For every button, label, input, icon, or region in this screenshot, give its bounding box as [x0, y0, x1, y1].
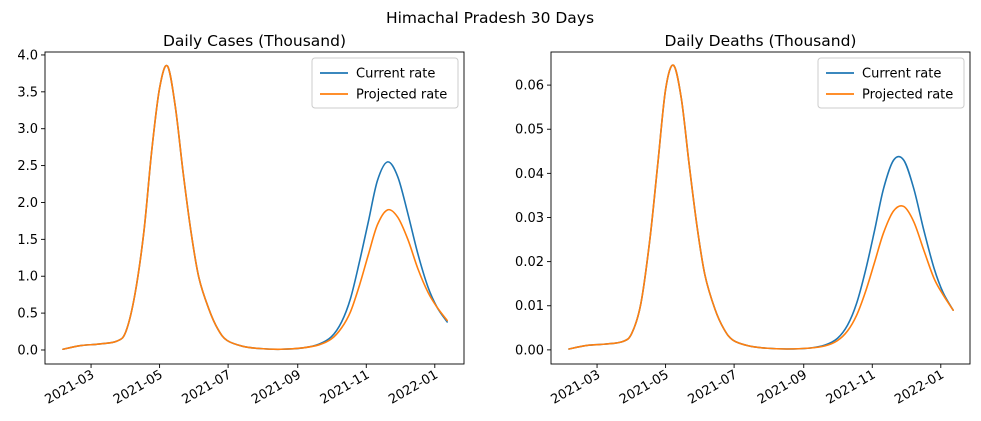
cases-y-tick-label: 0.5 [17, 307, 38, 322]
deaths-y-tick-label: 0.00 [515, 343, 544, 358]
cases-legend-label-current: Current rate [356, 67, 435, 82]
cases-y-tick-label: 3.5 [17, 85, 38, 100]
deaths-series-projected-rate-line [568, 64, 954, 350]
cases-y-tick-label: 2.5 [17, 159, 38, 174]
cases-y-tick-label: 3.0 [17, 122, 38, 137]
deaths-legend-label-projected: Projected rate [862, 88, 953, 103]
deaths-y-tick-label: 0.03 [515, 211, 544, 226]
cases-axes-frame [44, 51, 465, 365]
cases-legend-label-projected: Projected rate [356, 88, 447, 103]
cases-legend-box [311, 57, 459, 109]
cases-series-projected-rate-line [62, 64, 448, 351]
cases-y-tick-label: 1.0 [17, 270, 38, 285]
deaths-legend-box [817, 57, 965, 109]
cases-y-tick-label: 4.0 [17, 48, 38, 63]
cases-y-tick-label: 0.0 [17, 343, 38, 358]
deaths-legend: Current rate Projected rate [817, 57, 965, 109]
deaths-axes-frame [550, 51, 971, 365]
deaths-chart-title: Daily Deaths (Thousand) [665, 32, 857, 50]
figure-suptitle: Himachal Pradesh 30 Days [386, 9, 594, 27]
cases-y-tick-label: 2.0 [17, 196, 38, 211]
deaths-y-tick-label: 0.01 [515, 299, 544, 314]
cases-legend: Current rate Projected rate [311, 57, 459, 109]
deaths-legend-label-current: Current rate [862, 67, 941, 82]
cases-y-tick-label: 1.5 [17, 233, 38, 248]
deaths-y-tick-label: 0.05 [515, 123, 544, 138]
deaths-y-tick-label: 0.02 [515, 255, 544, 270]
deaths-y-tick-label: 0.04 [515, 167, 544, 182]
deaths-y-tick-label: 0.06 [515, 79, 544, 94]
cases-chart-title: Daily Cases (Thousand) [163, 32, 346, 50]
